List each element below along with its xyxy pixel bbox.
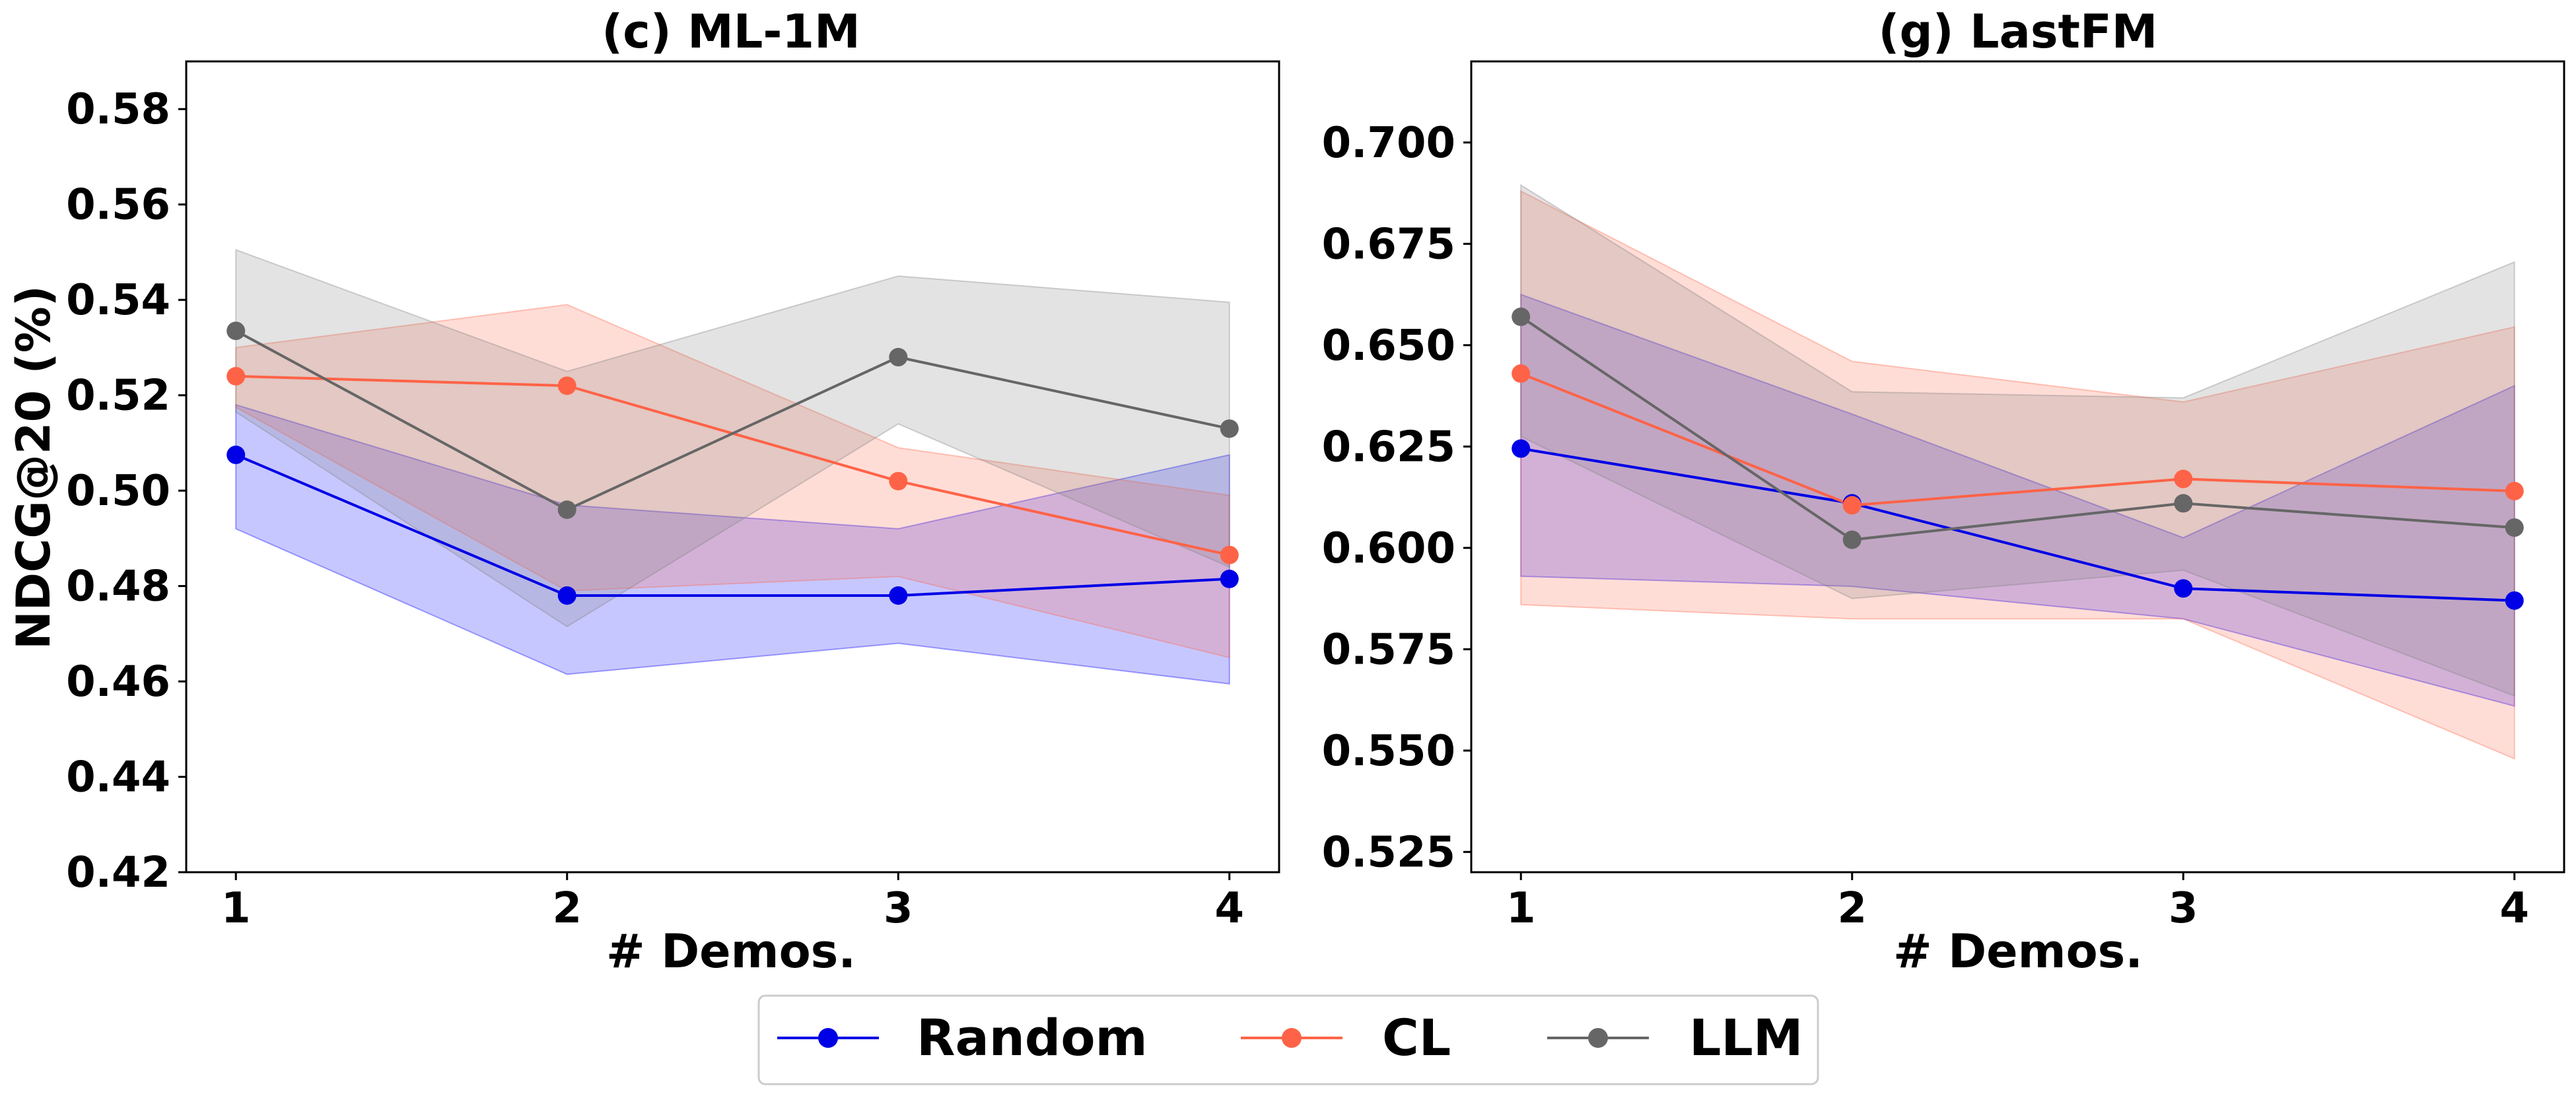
y-tick-label: 0.675 xyxy=(1322,220,1455,269)
x-tick-label: 4 xyxy=(1215,884,1245,933)
data-point-llm xyxy=(1842,530,1862,549)
legend-item-random: Random xyxy=(777,1008,1148,1067)
y-tick-label: 0.575 xyxy=(1322,625,1455,674)
data-point-llm xyxy=(557,500,576,519)
x-tick-label: 1 xyxy=(1506,884,1536,933)
x-tick-label: 2 xyxy=(552,884,582,933)
plot-frame xyxy=(185,60,1280,874)
legend-marker-icon xyxy=(1282,1028,1302,1048)
x-axis-label: # Demos. xyxy=(606,924,856,979)
data-point-random xyxy=(226,445,246,464)
data-point-random xyxy=(557,586,576,605)
series-line-llm xyxy=(1520,316,2515,541)
y-tick-label: 0.58 xyxy=(66,85,170,134)
chart-panel-ml-1m: (c) ML-1M NDCG@20 (%) # Demos. 0.42 0.44 0… xyxy=(7,5,1280,979)
data-point-cl xyxy=(226,366,246,386)
x-tick-label: 3 xyxy=(2169,884,2198,933)
y-tick-label: 0.48 xyxy=(66,563,170,611)
y-tick-label: 0.46 xyxy=(66,658,170,706)
x-tick-label: 1 xyxy=(221,884,251,933)
band-random xyxy=(1520,293,2515,707)
series-line-cl xyxy=(1520,372,2515,507)
y-tick-label: 0.650 xyxy=(1322,322,1455,370)
band-random xyxy=(235,403,1230,685)
y-tick-label: 0.42 xyxy=(66,848,170,897)
data-point-cl xyxy=(2505,481,2524,500)
data-point-cl xyxy=(1220,545,1239,565)
data-point-cl xyxy=(889,471,908,491)
data-point-llm xyxy=(2174,494,2193,513)
data-point-random xyxy=(2174,579,2193,598)
legend: Random CL LLM xyxy=(757,994,1819,1085)
x-tick-label: 4 xyxy=(2500,884,2530,933)
y-tick-label: 0.54 xyxy=(66,276,170,325)
data-point-llm xyxy=(1512,307,1531,326)
y-tick-label: 0.700 xyxy=(1322,119,1455,168)
data-point-llm xyxy=(1220,419,1239,438)
x-axis-label: # Demos. xyxy=(1893,924,2143,979)
plot-frame xyxy=(1470,60,2565,874)
legend-label: LLM xyxy=(1689,1008,1803,1067)
data-point-cl xyxy=(2174,469,2193,489)
series-line-random xyxy=(235,454,1230,597)
series-line-random xyxy=(1520,447,2515,602)
data-point-random xyxy=(889,586,908,605)
band-llm xyxy=(1520,184,2515,697)
data-point-llm xyxy=(226,322,246,341)
legend-label: CL xyxy=(1382,1008,1451,1067)
data-point-random xyxy=(1220,569,1239,588)
y-tick-label: 0.525 xyxy=(1322,828,1455,877)
data-point-random xyxy=(1512,439,1531,458)
y-tick-label: 0.50 xyxy=(66,467,170,516)
chart-title: (c) ML-1M xyxy=(602,5,860,59)
legend-marker-icon xyxy=(818,1028,838,1048)
data-point-random xyxy=(2505,591,2524,610)
legend-item-cl: CL xyxy=(1241,1008,1451,1067)
data-point-cl xyxy=(1842,496,1862,515)
band-cl xyxy=(235,304,1230,659)
y-tick-label: 0.44 xyxy=(66,753,170,802)
y-tick-label: 0.52 xyxy=(66,372,170,421)
data-point-llm xyxy=(2505,518,2524,537)
legend-marker-icon xyxy=(1588,1028,1608,1048)
x-tick-label: 2 xyxy=(1837,884,1867,933)
data-point-llm xyxy=(889,347,908,366)
x-tick-label: 3 xyxy=(884,884,913,933)
chart-title: (g) LastFM xyxy=(1879,5,2158,59)
y-tick-label: 0.625 xyxy=(1322,423,1455,471)
legend-item-llm: LLM xyxy=(1547,1008,1803,1067)
y-tick-label: 0.550 xyxy=(1322,727,1455,776)
band-cl xyxy=(1520,189,2515,760)
chart-panel-lastfm: (g) LastFM # Demos. 0.525 0.550 0.575 0.600… xyxy=(1322,5,2565,979)
band-llm xyxy=(235,248,1230,628)
series-line-llm xyxy=(235,329,1230,512)
y-axis-label: NDCG@20 (%) xyxy=(7,285,61,649)
y-tick-label: 0.56 xyxy=(66,181,170,230)
y-tick-label: 0.600 xyxy=(1322,524,1455,573)
data-point-cl xyxy=(557,376,576,395)
legend-label: Random xyxy=(917,1008,1148,1067)
data-point-cl xyxy=(1512,364,1531,383)
